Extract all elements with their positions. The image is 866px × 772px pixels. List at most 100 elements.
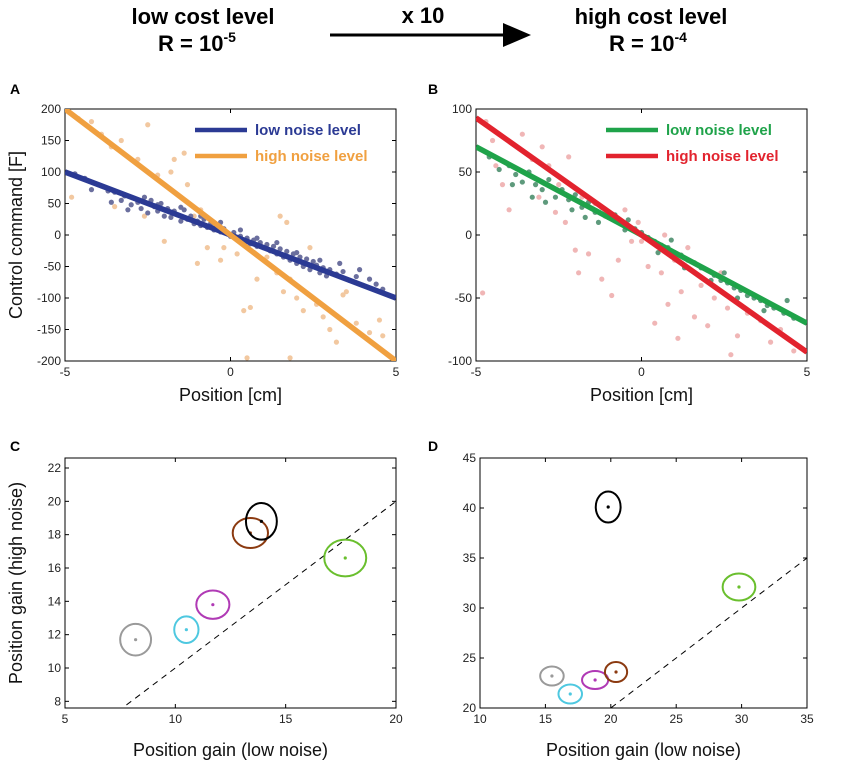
data-point xyxy=(609,292,615,299)
x-tick-label: 30 xyxy=(735,712,749,726)
ellipse-center xyxy=(184,628,188,632)
ellipse-center xyxy=(737,585,741,589)
y-tick-label: 14 xyxy=(48,594,62,608)
data-point xyxy=(108,199,114,205)
data-point xyxy=(698,282,704,288)
data-point xyxy=(247,304,253,311)
x-axis-label: Position [cm] xyxy=(179,385,282,405)
legend: low noise level high noise level xyxy=(606,122,779,165)
data-point xyxy=(668,237,674,243)
confidence-ellipse xyxy=(231,517,270,549)
data-point xyxy=(171,156,177,162)
y-tick-label: 12 xyxy=(48,628,62,642)
diagonal-line xyxy=(609,557,807,708)
data-point xyxy=(569,207,575,213)
ellipse-center xyxy=(593,678,597,682)
data-point xyxy=(241,308,247,314)
y-tick-label: 100 xyxy=(452,102,472,116)
data-point xyxy=(552,194,559,200)
data-point xyxy=(542,199,549,205)
data-point xyxy=(320,314,326,320)
data-point xyxy=(356,267,363,273)
x-tick-label: 20 xyxy=(604,712,618,726)
x-tick-label: -5 xyxy=(471,365,482,379)
data-point xyxy=(582,214,588,220)
data-point xyxy=(307,245,313,251)
y-tick-label: 20 xyxy=(48,494,62,508)
left-equation: R = 10-5 xyxy=(158,29,236,56)
right-eq-exp: -4 xyxy=(674,29,687,45)
header: low cost level R = 10-5 x 10 high cost l… xyxy=(131,3,727,56)
data-point xyxy=(556,182,562,188)
data-point xyxy=(69,194,75,200)
data-point xyxy=(506,207,512,213)
data-point xyxy=(125,207,131,213)
data-point xyxy=(767,339,774,345)
panel-letter: D xyxy=(428,438,438,454)
data-point xyxy=(270,243,277,249)
data-point xyxy=(128,202,134,208)
data-point xyxy=(585,251,592,257)
plot-area xyxy=(65,109,396,361)
data-point xyxy=(88,187,95,193)
left-eq-prefix: R = 10 xyxy=(158,31,223,56)
legend-label: high noise level xyxy=(255,148,368,165)
data-point xyxy=(499,182,506,188)
data-point xyxy=(221,245,227,251)
y-tick-label: 35 xyxy=(463,551,477,565)
data-point xyxy=(366,276,373,282)
x-tick-label: 25 xyxy=(670,712,684,726)
data-point xyxy=(496,166,502,173)
data-point xyxy=(168,169,174,175)
data-point xyxy=(493,163,499,169)
y-tick-label: 30 xyxy=(463,601,477,615)
data-point xyxy=(638,238,645,244)
data-point xyxy=(566,154,572,160)
data-point xyxy=(655,250,661,256)
data-point xyxy=(539,187,545,193)
data-point xyxy=(294,250,300,256)
diagonal-line xyxy=(121,500,396,708)
data-point xyxy=(118,137,124,144)
data-point xyxy=(88,119,95,125)
data-point xyxy=(145,210,151,216)
panel-d: D 10 15 20 25 30 35 20 25 30 35 40 45 Position gain (… xyxy=(428,438,814,760)
data-point xyxy=(635,219,641,225)
data-point xyxy=(705,323,711,329)
x-tick-label: 5 xyxy=(804,365,811,379)
ellipse-center xyxy=(550,674,554,678)
regression-line xyxy=(476,115,807,355)
data-point xyxy=(194,260,200,266)
panel-a: A-5 0 5200150100500-50-100-150-200Position… xyxy=(6,81,400,405)
y-tick-label: 22 xyxy=(48,461,62,475)
data-point xyxy=(628,238,635,244)
ellipse-center xyxy=(259,519,263,523)
y-tick-label: -50 xyxy=(455,291,473,305)
data-point xyxy=(546,176,552,183)
y-tick-label: 0 xyxy=(465,228,472,242)
data-point xyxy=(539,144,545,150)
legend-label: high noise level xyxy=(666,148,779,165)
data-point xyxy=(141,213,148,219)
ellipse-center xyxy=(614,670,618,674)
data-point xyxy=(287,355,293,361)
confidence-ellipse xyxy=(244,501,278,541)
x-tick-label: -5 xyxy=(60,365,71,379)
y-tick-label: 20 xyxy=(463,701,477,715)
data-point xyxy=(595,219,602,225)
data-point xyxy=(204,245,210,251)
x-tick-label: 15 xyxy=(539,712,553,726)
y-tick-label: 0 xyxy=(54,228,61,242)
data-point xyxy=(662,232,668,238)
data-point xyxy=(791,348,797,354)
panel-c: C 5 10 15 20 8 10 12 14 16 18 20 22 Position gain (lo… xyxy=(6,438,403,760)
data-point xyxy=(294,295,300,301)
panel-letter: C xyxy=(10,438,20,454)
data-point xyxy=(721,270,727,276)
legend-label: low noise level xyxy=(255,122,361,139)
data-point xyxy=(685,245,691,251)
data-point xyxy=(373,281,379,287)
data-point xyxy=(343,289,349,295)
data-point xyxy=(337,260,343,266)
